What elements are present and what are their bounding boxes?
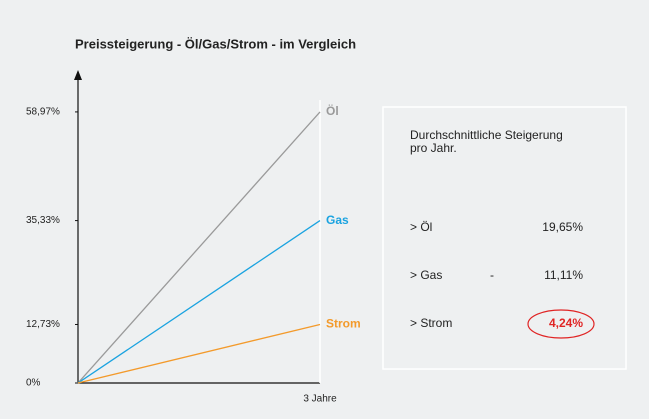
summary-label: > Strom xyxy=(410,316,452,330)
x-tick-label: 3 Jahre xyxy=(303,394,337,405)
y-tick-label: 0% xyxy=(26,378,41,389)
y-axis-arrow xyxy=(74,70,82,80)
summary-label: > Gas xyxy=(410,268,442,282)
y-tick-label: 58,97% xyxy=(26,107,60,118)
line xyxy=(77,111,321,384)
line xyxy=(77,220,321,384)
summary-box xyxy=(382,106,627,370)
summary-marker: - xyxy=(490,268,494,282)
highlight-ring xyxy=(527,309,595,339)
chart-title: Preissteigerung - Öl/Gas/Strom - im Verg… xyxy=(75,36,356,51)
summary-label: > Öl xyxy=(410,220,432,234)
y-tick-label: 35,33% xyxy=(26,215,60,226)
series-label: Gas xyxy=(326,213,349,227)
summary-value: 4,24% xyxy=(549,316,583,330)
summary-title: pro Jahr. xyxy=(410,141,457,155)
series-label: Öl xyxy=(326,103,339,118)
series-label: Strom xyxy=(326,317,361,331)
y-tick-label: 12,73% xyxy=(26,319,60,330)
summary-value: 11,11% xyxy=(544,268,583,282)
line xyxy=(77,323,321,384)
summary-title: Durchschnittliche Steigerung xyxy=(410,128,563,142)
summary-value: 19,65% xyxy=(542,220,583,234)
